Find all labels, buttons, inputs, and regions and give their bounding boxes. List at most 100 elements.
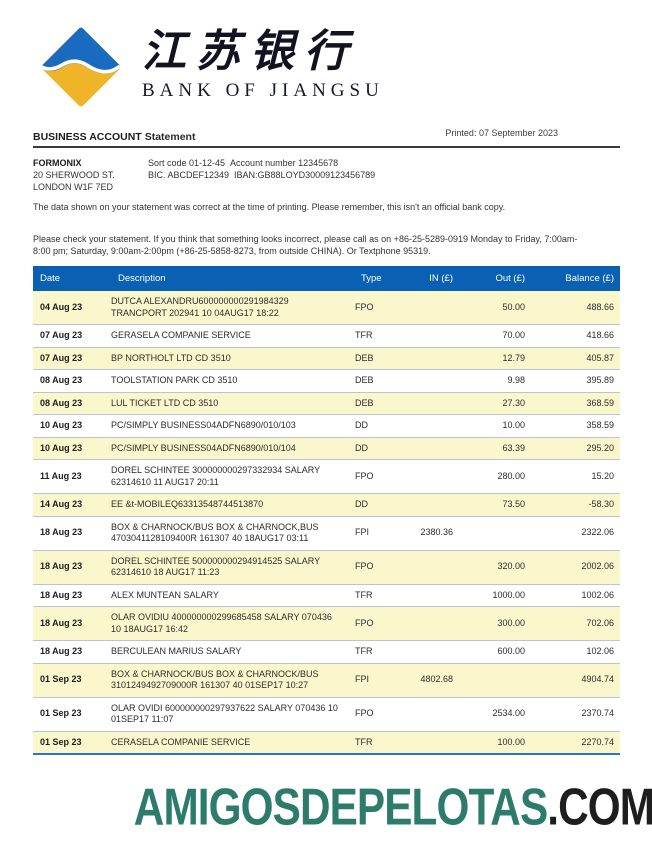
column-header-date: Date <box>33 266 111 291</box>
cell-type: DD <box>354 493 412 516</box>
cell-in <box>412 369 467 392</box>
cell-date: 10 Aug 23 <box>33 436 111 460</box>
cell-balance: 418.66 <box>539 324 620 347</box>
column-header-out: Out (£) <box>467 266 539 291</box>
cell-type: DEB <box>354 346 412 370</box>
cell-out: 280.00 <box>467 459 539 494</box>
cell-in: 2380.36 <box>412 515 467 550</box>
cell-balance: -58.30 <box>539 493 620 516</box>
cell-description: ALEX MUNTEAN SALARY <box>111 583 354 607</box>
cell-out: 12.79 <box>467 346 539 370</box>
watermark-name: AMIGOSDEPELOTAS <box>133 777 548 836</box>
cell-type: FPO <box>354 459 412 494</box>
cell-date: 18 Aug 23 <box>33 549 111 584</box>
cell-date: 01 Sep 23 <box>33 730 111 755</box>
table-row: 18 Aug 23 BOX & CHARNOCK/BUS BOX & CHARN… <box>33 515 620 550</box>
cell-date: 07 Aug 23 <box>33 346 111 370</box>
table-row: 07 Aug 23 BP NORTHOLT LTD CD 3510 DEB 12… <box>33 346 620 370</box>
cell-type: TFR <box>354 730 412 755</box>
brand-text: 江苏银行 BANK OF JIANGSU <box>142 26 384 102</box>
cell-type: FPO <box>354 696 412 731</box>
cell-description: CERASELA COMPANIE SERVICE <box>111 730 354 755</box>
table-row: 01 Sep 23 CERASELA COMPANIE SERVICE TFR … <box>33 730 620 755</box>
cell-in <box>412 291 467 325</box>
cell-description: OLAR OVIDIU 400000000299685458 SALARY 07… <box>111 606 354 641</box>
cell-type: FPI <box>354 515 412 550</box>
cell-in <box>412 730 467 755</box>
cell-out: 63.39 <box>467 436 539 460</box>
statement-title-account: BUSINESS ACCOUNT <box>33 131 142 143</box>
cell-date: 08 Aug 23 <box>33 391 111 415</box>
cell-balance: 488.66 <box>539 291 620 325</box>
cell-description: GERASELA COMPANIE SERVICE <box>111 324 354 347</box>
column-header-description: Description <box>111 266 354 291</box>
transactions-body: 04 Aug 23 DUTCA ALEXANDRU600000000291984… <box>33 291 620 755</box>
cell-type: DEB <box>354 369 412 392</box>
cell-date: 18 Aug 23 <box>33 640 111 663</box>
table-row: 18 Aug 23 BERCULEAN MARIUS SALARY TFR 60… <box>33 640 620 663</box>
bank-name-english: BANK OF JIANGSU <box>142 80 384 101</box>
cell-out: 10.00 <box>467 414 539 437</box>
column-header-balance: Balance (£) <box>539 266 620 291</box>
cell-in <box>412 346 467 370</box>
cell-balance: 405.87 <box>539 346 620 370</box>
printed-date: Printed: 07 September 2023 <box>445 128 558 138</box>
cell-description: PC/SIMPLY BUSINESS04ADFN6890/010/103 <box>111 414 354 437</box>
cell-type: TFR <box>354 324 412 347</box>
table-row: 11 Aug 23 DOREL SCHINTEE 300000000297332… <box>33 459 620 494</box>
header-divider <box>33 146 620 148</box>
cell-out: 300.00 <box>467 606 539 641</box>
table-row: 01 Sep 23 BOX & CHARNOCK/BUS BOX & CHARN… <box>33 662 620 697</box>
table-row: 18 Aug 23 DOREL SCHINTEE 500000000294914… <box>33 549 620 584</box>
check-statement-notice: Please check your statement. If you thin… <box>33 234 578 256</box>
cell-description: OLAR OVIDI 600000000297937622 SALARY 070… <box>111 696 354 731</box>
cell-out: 50.00 <box>467 291 539 325</box>
cell-out: 320.00 <box>467 549 539 584</box>
table-row: 10 Aug 23 PC/SIMPLY BUSINESS04ADFN6890/0… <box>33 436 620 460</box>
cell-in <box>412 640 467 663</box>
cell-date: 07 Aug 23 <box>33 324 111 347</box>
cell-balance: 1002.06 <box>539 583 620 607</box>
cell-out: 100.00 <box>467 730 539 755</box>
cell-description: TOOLSTATION PARK CD 3510 <box>111 369 354 392</box>
cell-date: 11 Aug 23 <box>33 459 111 494</box>
account-codes: Sort code 01-12-45 Account number 123456… <box>148 157 375 181</box>
bank-logo-icon <box>40 27 121 107</box>
cell-date: 04 Aug 23 <box>33 291 111 325</box>
site-watermark: AMIGOSDEPELOTAS.COM <box>134 776 652 838</box>
cell-balance: 2270.74 <box>539 730 620 755</box>
cell-out: 70.00 <box>467 324 539 347</box>
cell-in <box>412 391 467 415</box>
column-header-in: IN (£) <box>412 266 467 291</box>
table-row: 18 Aug 23 ALEX MUNTEAN SALARY TFR 1000.0… <box>33 583 620 607</box>
statement-title-word: Statement <box>144 131 196 143</box>
cell-date: 08 Aug 23 <box>33 369 111 392</box>
cell-balance: 2322.06 <box>539 515 620 550</box>
cell-description: DOREL SCHINTEE 300000000297332934 SALARY… <box>111 459 354 494</box>
bic-iban-line: BIC. ABCDEF12349 IBAN:GB88LOYD3000912345… <box>148 170 376 180</box>
table-row: 07 Aug 23 GERASELA COMPANIE SERVICE TFR … <box>33 324 620 347</box>
cell-type: FPI <box>354 662 412 697</box>
cell-balance: 368.59 <box>539 391 620 415</box>
cell-out: 73.50 <box>467 493 539 516</box>
cell-in <box>412 459 467 494</box>
account-address-line2: LONDON W1F 7ED <box>33 182 114 192</box>
cell-description: BOX & CHARNOCK/BUS BOX & CHARNOCK/BUS 31… <box>111 662 354 697</box>
transactions-table: Date Description Type IN (£) Out (£) Bal… <box>33 266 620 755</box>
cell-type: DD <box>354 414 412 437</box>
table-row: 04 Aug 23 DUTCA ALEXANDRU600000000291984… <box>33 291 620 325</box>
printing-notice: The data shown on your statement was cor… <box>33 202 506 212</box>
cell-in <box>412 493 467 516</box>
column-header-type: Type <box>354 266 412 291</box>
cell-type: TFR <box>354 640 412 663</box>
cell-type: DEB <box>354 391 412 415</box>
cell-date: 18 Aug 23 <box>33 515 111 550</box>
cell-balance: 395.89 <box>539 369 620 392</box>
cell-type: TFR <box>354 583 412 607</box>
cell-description: PC/SIMPLY BUSINESS04ADFN6890/010/104 <box>111 436 354 460</box>
cell-out: 27.30 <box>467 391 539 415</box>
cell-balance: 15.20 <box>539 459 620 494</box>
cell-description: BERCULEAN MARIUS SALARY <box>111 640 354 663</box>
cell-balance: 358.59 <box>539 414 620 437</box>
